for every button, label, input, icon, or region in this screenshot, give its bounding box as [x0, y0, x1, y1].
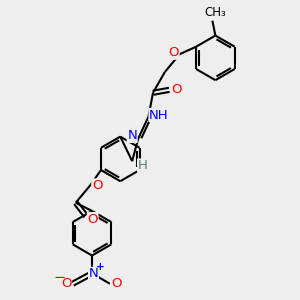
Text: +: + [96, 262, 104, 272]
Text: O: O [61, 277, 71, 290]
Text: O: O [169, 46, 179, 59]
Text: O: O [87, 213, 98, 226]
Text: O: O [172, 83, 182, 96]
Text: N: N [89, 267, 98, 280]
Text: O: O [92, 179, 102, 192]
Text: N: N [127, 129, 137, 142]
Text: H: H [138, 159, 148, 172]
Text: O: O [111, 277, 122, 290]
Text: NH: NH [149, 109, 169, 122]
Text: CH₃: CH₃ [205, 6, 226, 19]
Text: −: − [53, 270, 65, 285]
